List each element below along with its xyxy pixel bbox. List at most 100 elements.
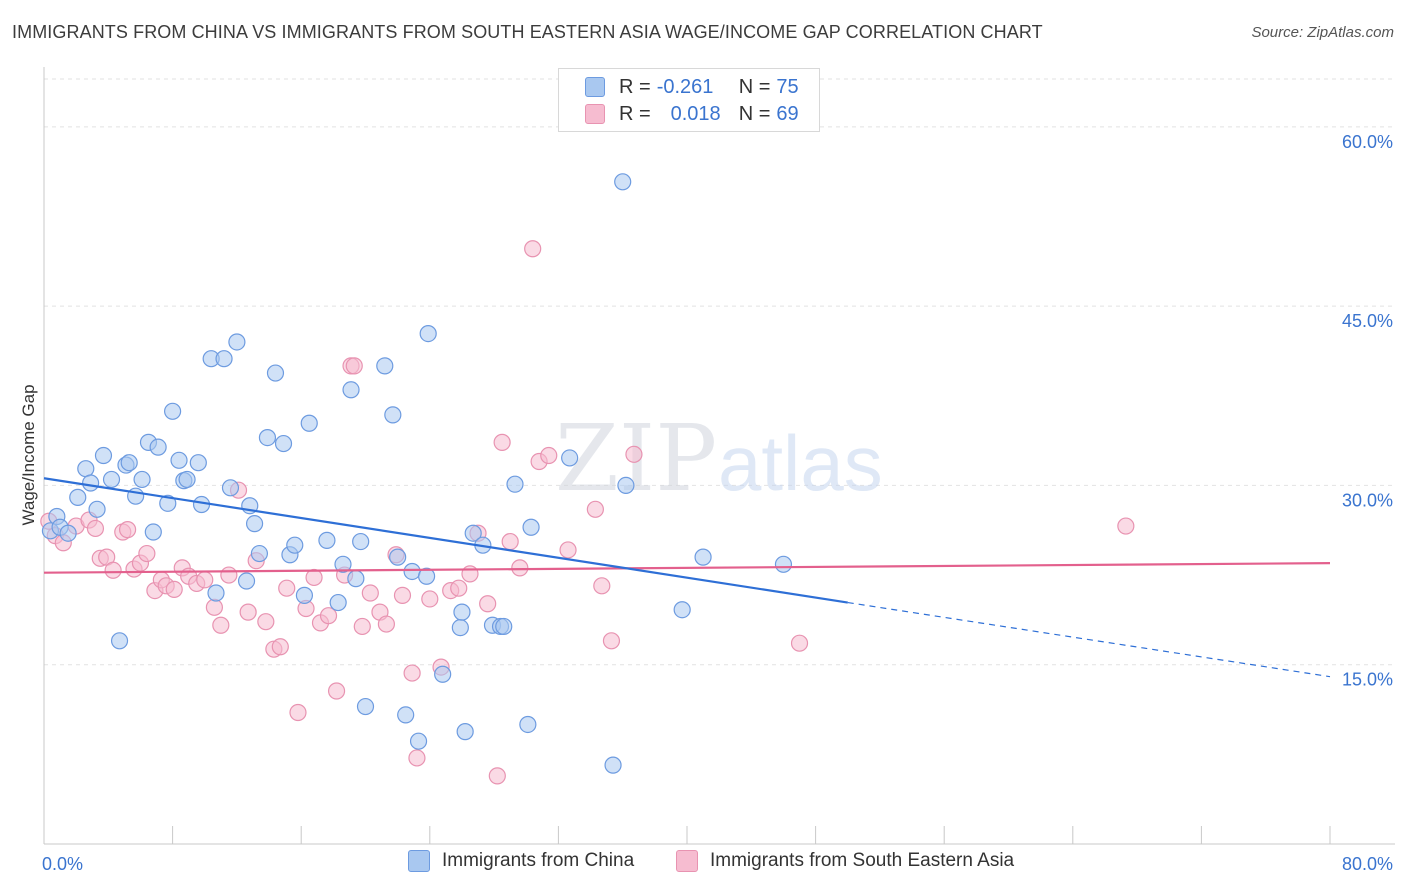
china-point <box>403 562 421 581</box>
china-point <box>120 454 138 472</box>
china-point <box>464 524 482 542</box>
y-axis-label: Wage/Income Gap <box>19 384 38 525</box>
china-point <box>245 515 264 533</box>
china-point <box>617 476 635 495</box>
sea-point <box>559 541 577 559</box>
china-point <box>94 446 113 465</box>
y-tick-label: 60.0% <box>1342 132 1393 152</box>
china-point <box>495 617 513 636</box>
y-tick-label: 30.0% <box>1342 490 1393 510</box>
china-point <box>774 555 793 573</box>
sea-point <box>524 240 542 258</box>
sea-point <box>138 544 156 563</box>
china-point <box>352 532 370 551</box>
china-point <box>417 567 436 585</box>
sea-point <box>511 559 529 577</box>
china-point <box>228 333 246 351</box>
sea-point <box>220 566 238 584</box>
china-trend-extension <box>847 601 1331 678</box>
y-tick-label: 15.0% <box>1342 670 1393 690</box>
china-point <box>409 732 428 750</box>
legend-label-sea: Immigrants from South Eastern Asia <box>710 850 1015 871</box>
sea-point <box>205 598 223 616</box>
r-value: -0.261 <box>656 75 714 98</box>
china-point <box>342 381 360 399</box>
trend-lines <box>43 477 1331 678</box>
r-value: 0.018 <box>670 102 721 125</box>
china-point <box>266 364 285 382</box>
china-point <box>207 584 225 602</box>
sea-point <box>790 634 809 652</box>
china-point <box>300 414 318 432</box>
china-point <box>389 548 407 566</box>
china-point <box>133 470 151 489</box>
china-point <box>295 586 314 604</box>
china-point <box>614 173 632 191</box>
china-point <box>453 603 471 621</box>
sea-point <box>625 445 643 463</box>
correlation-legend: R = -0.261 N = 75 R = 0.018 N = 69 <box>558 68 820 132</box>
x-tick-label: 80.0% <box>1342 854 1393 874</box>
sea-point <box>104 561 122 579</box>
axes <box>43 67 1395 845</box>
sea-point <box>393 586 412 604</box>
sea-point <box>421 590 439 608</box>
sea-point <box>593 577 611 595</box>
china-point <box>82 474 100 492</box>
sea-point <box>289 703 307 722</box>
china-point <box>77 460 95 478</box>
china-point <box>334 555 352 573</box>
china-point <box>419 325 437 343</box>
china-point <box>102 470 121 489</box>
china-swatch <box>408 850 430 872</box>
sea-point <box>257 613 275 631</box>
sea-point <box>408 749 426 767</box>
china-point <box>59 524 77 542</box>
sea-trend-line <box>43 562 1331 574</box>
china-point <box>250 544 269 563</box>
tick-labels: 15.0% 30.0% 45.0% 60.0% 0.0% 80.0% <box>42 132 1393 874</box>
sea-point <box>345 357 363 375</box>
sea-point <box>196 571 214 589</box>
sea-point <box>118 521 137 539</box>
n-label: N = <box>738 102 771 125</box>
sea-swatch <box>676 850 698 872</box>
sea-point <box>361 584 379 602</box>
sea-point <box>479 595 497 613</box>
china-point <box>673 601 691 619</box>
china-point <box>144 523 162 541</box>
watermark-atlas: atlas <box>718 419 883 507</box>
china-point <box>69 488 87 506</box>
n-value: 69 <box>776 102 799 125</box>
sea-point <box>540 446 558 465</box>
series-sea-points <box>40 240 1135 785</box>
china-point <box>221 479 240 497</box>
china-point <box>604 756 622 774</box>
sea-point <box>501 532 519 551</box>
sea-point <box>327 682 346 700</box>
china-point <box>149 438 167 456</box>
china-point <box>376 357 394 375</box>
china-point <box>237 572 256 590</box>
sea-point <box>493 433 511 451</box>
r-label: R = <box>619 102 651 125</box>
legend-item-china: Immigrants from China <box>408 850 634 872</box>
sea-point <box>450 579 468 597</box>
legend-row-china: R = -0.261 N = 75 <box>585 75 799 99</box>
china-point <box>356 697 375 716</box>
sea-point <box>1117 517 1135 535</box>
sea-point <box>602 632 621 650</box>
china-point <box>397 706 415 724</box>
source-label: Source: ZipAtlas.com <box>1251 24 1394 41</box>
sea-point <box>353 617 371 636</box>
sea-point <box>165 580 183 598</box>
legend-label-china: Immigrants from China <box>442 850 635 871</box>
china-point <box>110 632 129 650</box>
china-point <box>159 494 177 512</box>
china-trend-line <box>43 477 848 604</box>
sea-point <box>377 615 395 633</box>
sea-point <box>271 638 289 656</box>
china-point <box>456 723 474 741</box>
legend-row-sea: R = 0.018 N = 69 <box>585 102 799 126</box>
